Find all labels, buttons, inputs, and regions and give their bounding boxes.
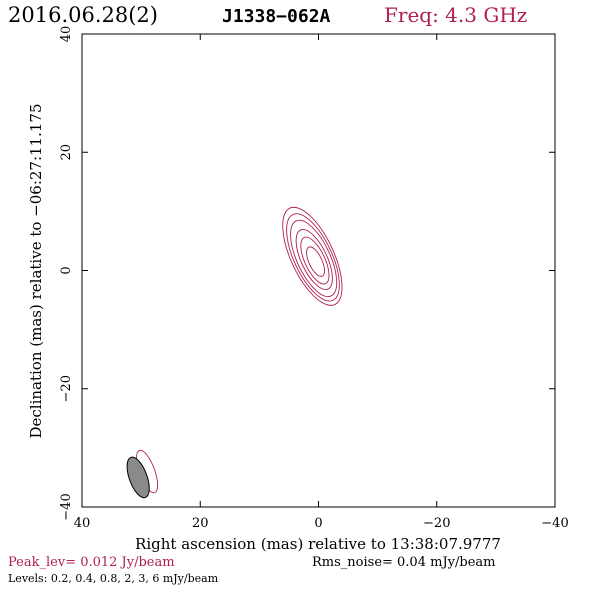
peak-level: Peak_lev= 0.012 Jy/beam: [8, 555, 175, 570]
source-name: J1338−062A: [222, 6, 331, 27]
axis-ticks: [81, 33, 556, 508]
contour-level-0_2: [282, 206, 343, 306]
y-tick-label: 20: [59, 144, 74, 161]
y-tick-label: 40: [59, 26, 74, 43]
contour-level-3: [300, 236, 330, 285]
beam: [126, 449, 159, 499]
contour-level-0_8: [290, 219, 338, 298]
axis-tick-labels: 40 20 0 −20 −40 −40 −20 0 20 40: [59, 26, 569, 531]
y-tick-label: −20: [59, 375, 74, 402]
contour-levels: Levels: 0.2, 0.4, 0.8, 2, 3, 6 mJy/beam: [8, 572, 219, 585]
contour-level-6: [306, 246, 325, 277]
contour-level-2: [295, 229, 333, 290]
y-tick-label: −40: [59, 493, 74, 520]
contour-level-0_4: [286, 213, 340, 302]
frequency-label: Freq: 4.3 GHz: [384, 3, 527, 27]
x-tick-label: −40: [541, 516, 568, 531]
plot-frame: [81, 33, 556, 508]
observation-date: 2016.06.28(2): [8, 3, 158, 27]
x-tick-label: −20: [423, 516, 450, 531]
source-contours: [282, 206, 343, 306]
x-tick-label: 40: [74, 516, 91, 531]
x-tick-label: 20: [192, 516, 209, 531]
beam-ellipse: [126, 456, 150, 499]
y-axis-label: Declination (mas) relative to −06:27:11.…: [27, 103, 45, 438]
y-tick-label: 0: [59, 266, 74, 274]
rms-noise: Rms_noise= 0.04 mJy/beam: [312, 555, 495, 570]
x-axis-label: Right ascension (mas) relative to 13:38:…: [135, 535, 501, 553]
x-tick-label: 0: [314, 516, 322, 531]
